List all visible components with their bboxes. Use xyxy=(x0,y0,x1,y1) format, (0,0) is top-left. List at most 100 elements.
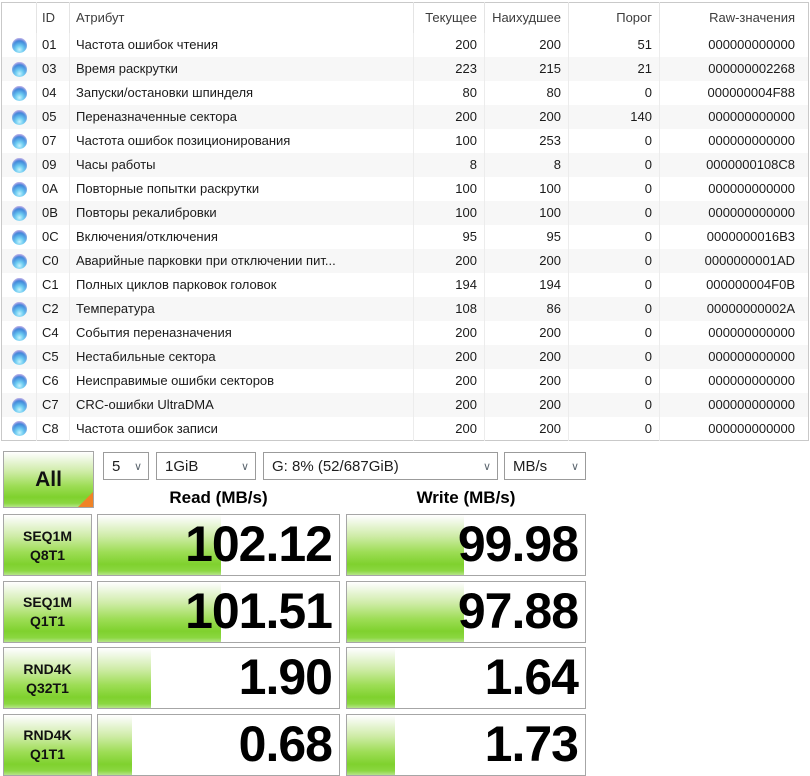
table-row[interactable]: C1 Полных циклов парковок головок 194 194 0 0… xyxy=(1,272,809,297)
attr-id: C6 xyxy=(36,368,70,393)
table-row[interactable]: C2 Температура 108 86 0 00000000002A xyxy=(1,296,809,321)
attr-id: C8 xyxy=(36,416,70,441)
attr-id: C0 xyxy=(36,248,70,273)
gauge-fill-bar xyxy=(98,515,221,575)
attr-raw: 000000000000 xyxy=(708,349,795,364)
table-row[interactable]: C4 События переназначения 200 200 0 000000000… xyxy=(1,320,809,345)
status-ok-icon xyxy=(11,205,27,221)
table-row[interactable]: C7 CRC-ошибки UltraDMA 200 200 0 000000000000 xyxy=(1,392,809,417)
header-raw: Raw-значения xyxy=(659,2,809,33)
attr-name: Повторы рекалибровки xyxy=(69,200,414,225)
attr-raw: 000000004F88 xyxy=(707,85,795,100)
smart-attribute-table: ID Атрибут Текущее Наихудшее Порог Raw-з… xyxy=(1,2,809,441)
attr-id: 01 xyxy=(36,32,70,57)
table-row[interactable]: 04 Запуски/остановки шпинделя 80 80 0 0000000… xyxy=(1,80,809,105)
attr-name: Переназначенные сектора xyxy=(69,104,414,129)
table-row[interactable]: 09 Часы работы 8 8 0 0000000108C8 xyxy=(1,152,809,177)
attr-worst: 8 xyxy=(484,152,569,177)
attr-name: События переназначения xyxy=(69,320,414,345)
attr-threshold: 0 xyxy=(568,224,660,249)
table-row[interactable]: C8 Частота ошибок записи 200 200 0 0000000000… xyxy=(1,416,809,441)
chevron-down-icon: ∨ xyxy=(570,460,579,473)
status-cell xyxy=(1,248,37,273)
attr-worst: 86 xyxy=(484,296,569,321)
status-cell xyxy=(1,176,37,201)
test-type-button[interactable]: SEQ1M Q1T1 xyxy=(3,580,92,643)
test-count-select[interactable]: 5 ∨ xyxy=(103,452,149,480)
target-drive-select[interactable]: G: 8% (52/687GiB) ∨ xyxy=(263,452,498,480)
write-result-gauge: 1.64 xyxy=(346,647,586,709)
test-type-line1: RND4K xyxy=(23,727,72,743)
attr-name: Нестабильные сектора xyxy=(69,344,414,369)
attr-name: Включения/отключения xyxy=(69,224,414,249)
run-all-button[interactable]: All xyxy=(3,451,94,508)
attr-threshold: 0 xyxy=(568,272,660,297)
unit-select[interactable]: MB/s ∨ xyxy=(504,452,586,480)
attr-current: 223 xyxy=(413,56,485,81)
table-row[interactable]: C5 Нестабильные сектора 200 200 0 00000000000… xyxy=(1,344,809,369)
status-ok-icon xyxy=(11,133,27,149)
test-type-button[interactable]: SEQ1M Q8T1 xyxy=(3,514,92,576)
attr-name: Часы работы xyxy=(69,152,414,177)
table-row[interactable]: 0C Включения/отключения 95 95 0 0000000016B3 xyxy=(1,224,809,249)
attr-name: Полных циклов парковок головок xyxy=(69,272,414,297)
attr-id: 04 xyxy=(36,80,70,105)
attr-name: CRC-ошибки UltraDMA xyxy=(69,392,414,417)
attr-threshold: 0 xyxy=(568,248,660,273)
benchmark-row: SEQ1M Q8T1 102.12 99.98 xyxy=(3,514,587,576)
attr-current: 200 xyxy=(413,392,485,417)
read-result-gauge: 101.51 xyxy=(97,580,340,643)
attr-raw: 000000000000 xyxy=(708,420,795,436)
attr-threshold: 0 xyxy=(568,392,660,417)
test-size-value: 1GiB xyxy=(165,457,199,475)
smart-table-body: 01 Частота ошибок чтения 200 200 51 000000000… xyxy=(1,32,809,441)
header-status xyxy=(1,2,37,33)
header-attribute: Атрибут xyxy=(69,2,414,33)
attr-threshold: 0 xyxy=(568,344,660,369)
attr-raw: 000000000000 xyxy=(708,37,795,52)
attr-threshold: 0 xyxy=(568,152,660,177)
table-row[interactable]: 07 Частота ошибок позиционирования 100 253 0… xyxy=(1,128,809,153)
test-size-select[interactable]: 1GiB ∨ xyxy=(156,452,256,480)
benchmark-row: RND4K Q32T1 1.90 1.64 xyxy=(3,647,587,709)
table-row[interactable]: C6 Неисправимые ошибки секторов 200 200 0 000… xyxy=(1,368,809,393)
status-ok-icon xyxy=(11,181,27,197)
attr-raw: 000000000000 xyxy=(708,397,795,412)
status-cell xyxy=(1,128,37,153)
table-row[interactable]: C0 Аварийные парковки при отключении пит.… xyxy=(1,248,809,273)
test-type-line2: Q1T1 xyxy=(29,746,65,762)
benchmark-row: RND4K Q1T1 0.68 1.73 xyxy=(3,713,587,776)
table-row[interactable]: 03 Время раскрутки 223 215 21 000000002268 xyxy=(1,56,809,81)
table-row[interactable]: 01 Частота ошибок чтения 200 200 51 000000000… xyxy=(1,32,809,57)
attr-id: C7 xyxy=(36,392,70,417)
test-type-line2: Q8T1 xyxy=(29,546,65,563)
table-row[interactable]: 0B Повторы рекалибровки 100 100 0 00000000000… xyxy=(1,200,809,225)
attr-id: C4 xyxy=(36,320,70,345)
attr-name: Повторные попытки раскрутки xyxy=(69,176,414,201)
attr-id: C5 xyxy=(36,344,70,369)
table-row[interactable]: 05 Переназначенные сектора 200 200 140 000000… xyxy=(1,104,809,129)
read-result-value: 0.68 xyxy=(238,715,333,772)
benchmark-panel: All 5 ∨ 1GiB ∨ G: 8% (52/687GiB) ∨ MB/s … xyxy=(3,451,587,776)
test-type-button[interactable]: RND4K Q32T1 xyxy=(3,647,92,709)
attr-threshold: 21 xyxy=(568,56,660,81)
attr-current: 108 xyxy=(413,296,485,321)
attr-threshold: 0 xyxy=(568,416,660,441)
header-id: ID xyxy=(36,2,70,33)
status-cell xyxy=(1,224,37,249)
gauge-fill-bar xyxy=(98,714,132,775)
test-type-line1: RND4K xyxy=(23,660,72,677)
target-drive-value: G: 8% (52/687GiB) xyxy=(272,457,399,475)
attr-current: 8 xyxy=(413,152,485,177)
test-type-button[interactable]: RND4K Q1T1 xyxy=(3,713,92,776)
attr-threshold: 140 xyxy=(568,104,660,129)
write-result-value: 99.98 xyxy=(457,515,579,572)
attr-current: 95 xyxy=(413,224,485,249)
read-result-gauge: 102.12 xyxy=(97,514,340,576)
attr-worst: 200 xyxy=(484,32,569,57)
table-row[interactable]: 0A Повторные попытки раскрутки 100 100 0 0000… xyxy=(1,176,809,201)
status-ok-icon xyxy=(11,37,27,53)
attr-current: 194 xyxy=(413,272,485,297)
status-ok-icon xyxy=(11,157,27,173)
table-header-row: ID Атрибут Текущее Наихудшее Порог Raw-з… xyxy=(1,2,809,33)
